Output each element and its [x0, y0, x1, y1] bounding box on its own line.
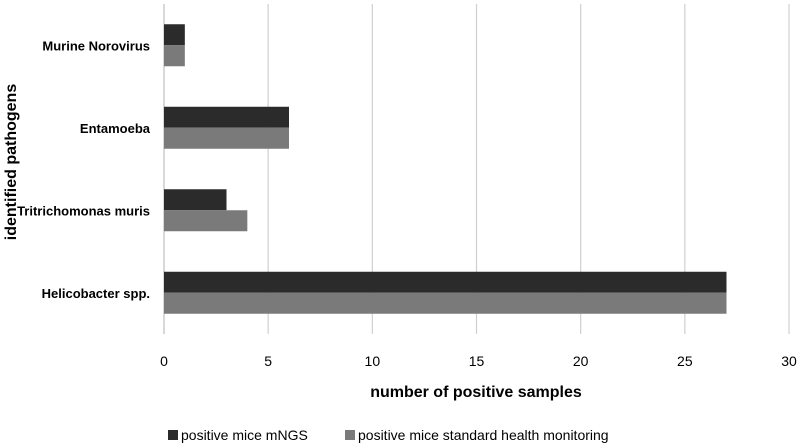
legend-swatch — [168, 430, 178, 440]
bar — [164, 292, 727, 314]
x-tick-label: 25 — [677, 353, 693, 369]
bar — [164, 271, 727, 293]
x-axis-title: number of positive samples — [370, 384, 582, 401]
x-tick-label: 0 — [160, 353, 168, 369]
x-tick-label: 30 — [781, 353, 797, 369]
bars — [164, 24, 727, 314]
bar — [164, 189, 227, 211]
gridlines — [163, 4, 790, 334]
category-labels: Helicobacter spp. Tritrichomonas muris Ent… — [17, 38, 151, 301]
bar — [164, 24, 185, 46]
x-tick-label: 10 — [365, 353, 381, 369]
x-tick-label: 20 — [573, 353, 589, 369]
legend: positive mice mNGS positive mice standard… — [168, 427, 609, 443]
bar — [164, 45, 185, 67]
bar — [164, 127, 289, 149]
legend-swatch — [345, 430, 355, 440]
bar — [164, 210, 248, 232]
legend-label: positive mice standard health monitoring — [358, 427, 609, 443]
x-tick-labels: 0 5 10 15 20 25 30 — [160, 353, 797, 369]
category-label: Entamoeba — [80, 121, 151, 136]
x-tick-label: 5 — [264, 353, 272, 369]
category-label: Helicobacter spp. — [42, 286, 150, 301]
category-label: Tritrichomonas muris — [17, 203, 150, 218]
bar — [164, 106, 289, 128]
category-label: Murine Norovirus — [42, 38, 150, 53]
y-axis-title: identified pathogens — [3, 84, 20, 241]
legend-label: positive mice mNGS — [181, 427, 308, 443]
x-tick-label: 15 — [469, 353, 485, 369]
